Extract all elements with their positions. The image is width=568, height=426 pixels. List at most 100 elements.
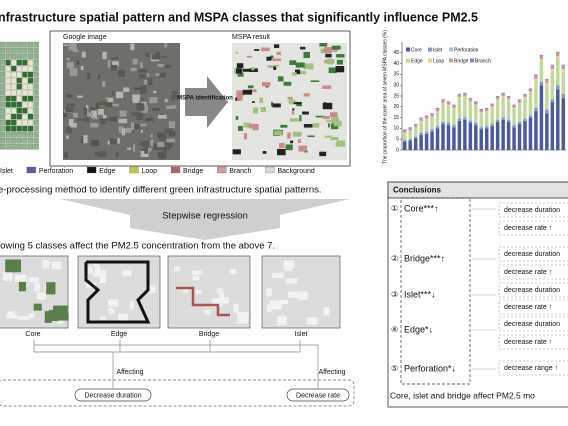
texture <box>153 90 157 94</box>
texture <box>319 151 327 157</box>
bar-segment <box>446 104 451 106</box>
texture <box>164 98 168 103</box>
bar-segment <box>408 130 412 132</box>
texture <box>272 272 284 279</box>
bar-segment <box>457 98 462 118</box>
bar-segment <box>402 141 407 150</box>
bar-segment <box>490 126 494 150</box>
y-tick-label: 15 <box>393 115 399 121</box>
bar-segment <box>424 118 429 120</box>
texture <box>322 85 332 89</box>
item-number: ③ <box>391 290 398 299</box>
bar-segment <box>528 89 533 92</box>
texture <box>233 303 239 313</box>
cell <box>11 125 17 132</box>
bar-segment <box>468 119 473 121</box>
texture <box>216 288 223 294</box>
texture <box>88 266 93 274</box>
y-tick-label: 10 <box>393 126 399 132</box>
bar-segment <box>490 106 494 108</box>
texture <box>17 316 30 320</box>
texture <box>166 138 176 143</box>
texture <box>77 95 83 98</box>
texture <box>259 97 264 103</box>
cell <box>27 65 34 72</box>
texture <box>100 119 106 125</box>
cell <box>16 89 22 96</box>
bar-segment <box>468 99 473 102</box>
bar-segment <box>484 126 489 129</box>
texture <box>112 103 119 107</box>
cell <box>16 143 22 150</box>
cell <box>22 113 28 120</box>
texture <box>139 141 143 146</box>
cell <box>11 113 17 120</box>
texture <box>237 94 243 101</box>
cell <box>5 125 11 132</box>
class-label: Core <box>25 331 40 338</box>
texture <box>323 307 330 316</box>
texture <box>139 62 143 69</box>
texture <box>93 272 99 277</box>
texture <box>164 43 168 48</box>
texture <box>299 115 302 122</box>
texture <box>123 87 130 92</box>
bar-segment <box>534 107 538 112</box>
texture <box>99 275 106 284</box>
bar-segment <box>517 102 522 104</box>
texture <box>242 68 250 72</box>
bar-segment <box>523 118 527 121</box>
texture <box>77 118 86 121</box>
cell <box>16 131 22 138</box>
texture <box>287 132 291 139</box>
item-label: Perforation*↓ <box>404 363 456 373</box>
texture <box>147 78 153 86</box>
texture <box>92 261 99 267</box>
texture <box>236 63 244 69</box>
texture <box>322 116 330 120</box>
cell <box>33 65 39 72</box>
texture <box>68 118 74 126</box>
texture <box>140 85 147 94</box>
texture <box>57 317 64 324</box>
cell <box>5 107 11 114</box>
bar-segment <box>402 130 407 133</box>
texture <box>150 134 153 138</box>
cell <box>16 83 22 90</box>
legend-label: Background <box>277 168 314 175</box>
bar-segment <box>419 120 423 122</box>
texture <box>131 112 139 116</box>
cell <box>5 65 11 72</box>
cell <box>5 47 11 54</box>
texture <box>90 139 99 147</box>
bar-segment <box>413 137 418 139</box>
texture <box>80 65 84 70</box>
texture <box>126 147 132 150</box>
texture <box>140 123 147 127</box>
cell <box>22 101 28 108</box>
texture <box>112 61 119 67</box>
effect-label: decrease rate ↑ <box>504 269 552 276</box>
bar-segment <box>501 97 505 117</box>
effect-box <box>498 246 568 262</box>
cell <box>16 137 22 144</box>
bar-segment <box>495 119 500 122</box>
texture <box>277 76 284 82</box>
bar-segment <box>430 116 434 118</box>
bar-segment <box>457 93 462 95</box>
bar-segment <box>457 118 462 121</box>
y-tick-label: 35 <box>393 72 399 78</box>
bar-segment <box>457 117 462 119</box>
cell <box>33 77 39 84</box>
texture <box>289 60 297 65</box>
texture <box>171 91 178 99</box>
class-label: Edge <box>111 331 127 338</box>
legend-label: Loop <box>141 168 157 175</box>
cell <box>33 95 39 102</box>
texture <box>267 65 270 68</box>
cell <box>27 89 34 96</box>
texture <box>319 43 328 47</box>
texture <box>100 118 109 121</box>
cell <box>11 89 17 96</box>
texture <box>130 67 137 72</box>
